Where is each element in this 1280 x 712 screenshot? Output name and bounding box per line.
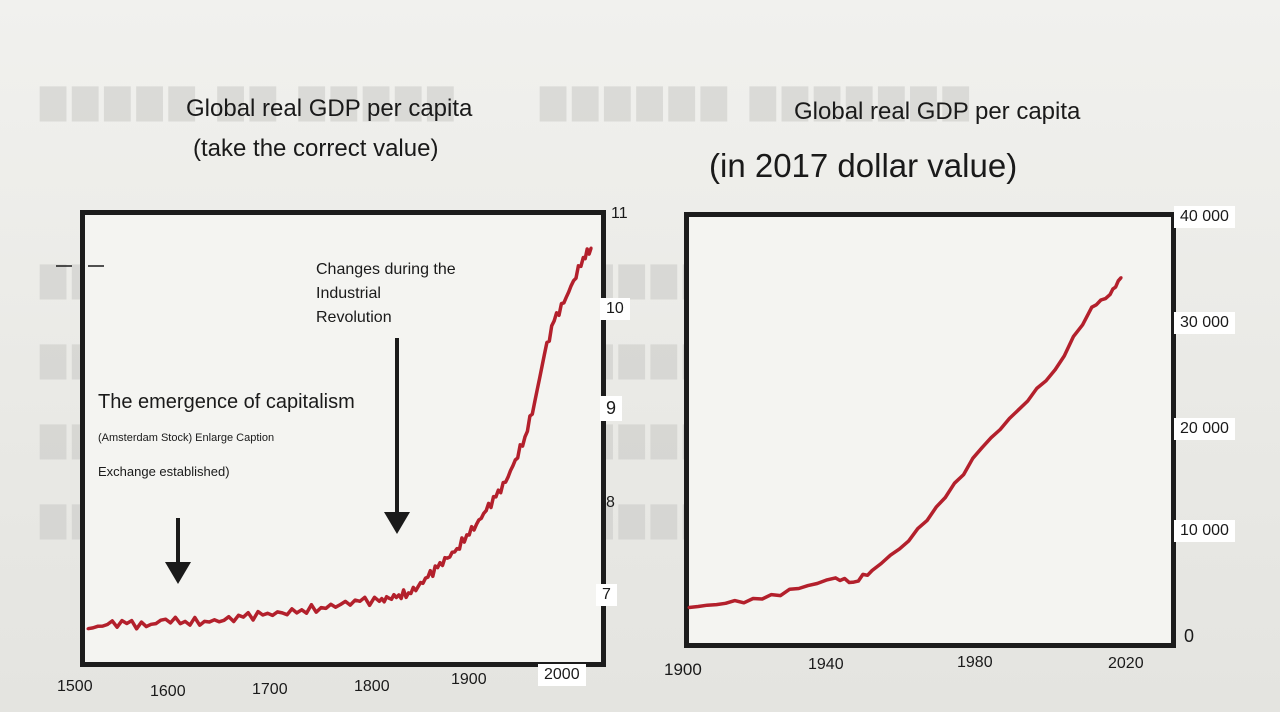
chart-right-series-line-point <box>852 580 856 584</box>
chart-left-series-line-point <box>552 319 556 323</box>
chart-left-xtick-label: 1800 <box>354 678 390 695</box>
chart-left-xtick-label: 1500 <box>57 678 93 695</box>
chart-right-series-line-point <box>760 597 764 601</box>
chart-left-series-line-point <box>183 619 187 623</box>
chart-right-series-line-point <box>943 496 947 499</box>
chart-right-series-line-point <box>870 569 874 572</box>
chart-right-series-line-point <box>1108 293 1112 296</box>
chart-right-series-line <box>688 276 1123 610</box>
chart-left-series-line-point <box>475 522 478 526</box>
chart-left-series-line-point <box>581 256 585 259</box>
chart-left-series-line-point <box>222 618 226 622</box>
chart-left-series-line-point <box>358 599 362 603</box>
chart-right-ytick-label: 30 000 <box>1174 312 1235 334</box>
chart-left-series-line-point <box>465 533 469 537</box>
chart-right-series-line-point <box>1053 368 1057 372</box>
chart-left-series-line-point <box>280 611 284 615</box>
chart-left-series-line-point <box>523 435 527 439</box>
chart-right-title-line1: Global real GDP per capita <box>794 98 1081 125</box>
chart-right-series-line-point <box>724 601 728 605</box>
arrow-industrial-revolution <box>384 338 410 534</box>
chart-right-ytick-label: 0 <box>1184 626 1195 646</box>
chart-right-series-line-point <box>907 539 911 543</box>
chart-left-series-line-point <box>513 458 517 462</box>
chart-right-series-line-point <box>687 606 691 609</box>
chart-right-series-line-point <box>1090 305 1094 309</box>
chart-left-title-line1: Global real GDP per capita <box>186 95 473 122</box>
chart-right-xtick-label: 1900 <box>664 660 702 679</box>
chart-right-series-line-point <box>980 446 984 450</box>
annotation-capitalism: The emergence of capitalism <box>98 391 355 413</box>
chart-right-series-line-point <box>834 576 837 580</box>
chart-left-xtick-label: 1900 <box>451 671 487 688</box>
chart-right-ytick-label: 10 000 <box>1174 520 1235 542</box>
chart-right-series-line-point <box>1119 276 1123 280</box>
chart-right-xtick-label: 1980 <box>957 654 993 671</box>
chart-left-series-line-point <box>105 623 109 626</box>
chart-right-ytick-label: 20 000 <box>1174 418 1235 440</box>
chart-left-series-line-point <box>164 617 168 621</box>
chart-left-series-line-point <box>86 627 90 631</box>
chart-left-frame <box>80 210 606 667</box>
chart-right-frame <box>684 212 1176 648</box>
chart-left-series-line-point <box>494 495 498 499</box>
chart-right-xtick-label: 1940 <box>808 656 844 673</box>
chart-left-series-line-point <box>542 353 546 356</box>
chart-left-title-line2: (take the correct value) <box>193 135 439 162</box>
chart-left-series-line-point <box>377 599 381 603</box>
annotation-exchange: Exchange established) <box>98 464 230 479</box>
annotation-industrial-line1: Changes during the <box>316 261 456 278</box>
chart-left-series-line-point <box>436 566 440 570</box>
chart-left-series-line-point <box>387 596 391 600</box>
chart-left-series-line-point <box>445 556 449 560</box>
chart-left-series-line-point <box>416 585 420 588</box>
chart-left-series-line-point <box>241 615 245 619</box>
chart-left-series-line-point <box>203 619 206 623</box>
chart-right-ytick-label: 40 000 <box>1174 206 1235 228</box>
annotation-industrial-line3: Revolution <box>316 309 392 326</box>
chart-right-series-line-point <box>797 587 801 590</box>
annotation-industrial-line2: Industrial <box>316 285 381 302</box>
chart-left-xtick-label: 2000 <box>538 664 586 686</box>
chart-left-series-line-point <box>504 480 508 484</box>
chart-right-series-line-point <box>1017 408 1020 412</box>
chart-left-series-line-point <box>562 301 566 305</box>
arrow-capitalism <box>165 518 191 584</box>
chart-left-series-line-point <box>572 279 576 283</box>
chart-left-xtick-label: 1700 <box>252 681 288 698</box>
chart-left-series-line-point <box>319 606 323 610</box>
chart-left-xtick-label: 1600 <box>150 683 186 700</box>
chart-left-series-line-point <box>426 575 430 579</box>
chart-left-ytick-label: 11 <box>611 205 628 222</box>
chart-left-series-line-point <box>144 625 148 629</box>
chart-left-ytick-label: 9 <box>600 396 623 421</box>
chart-left-series-line-point <box>484 509 488 513</box>
chart-left-ytick-label: 8 <box>606 494 615 511</box>
chart-left-series-line-point <box>125 622 129 625</box>
chart-left-series-line-point <box>339 603 342 606</box>
chart-left-series-line-point <box>397 593 401 597</box>
chart-left-series-line-point <box>455 547 459 551</box>
chart-left-series-line-point <box>533 400 537 404</box>
chart-left-series-line-point <box>261 613 265 617</box>
chart-left-series-line-point <box>589 246 593 250</box>
chart-left-ytick-label: 7 <box>596 584 617 606</box>
chart-right-title-line2: (in 2017 dollar value) <box>709 147 1018 184</box>
chart-left-ytick-label: 10 <box>600 298 630 320</box>
chart-left-series-line-point <box>300 608 304 612</box>
chart-left-series-line-point <box>407 591 410 595</box>
annotation-amsterdam: (Amsterdam Stock) Enlarge Caption <box>98 432 275 444</box>
chart-left-series-line <box>87 247 593 631</box>
chart-right-xtick-label: 2020 <box>1108 655 1144 672</box>
